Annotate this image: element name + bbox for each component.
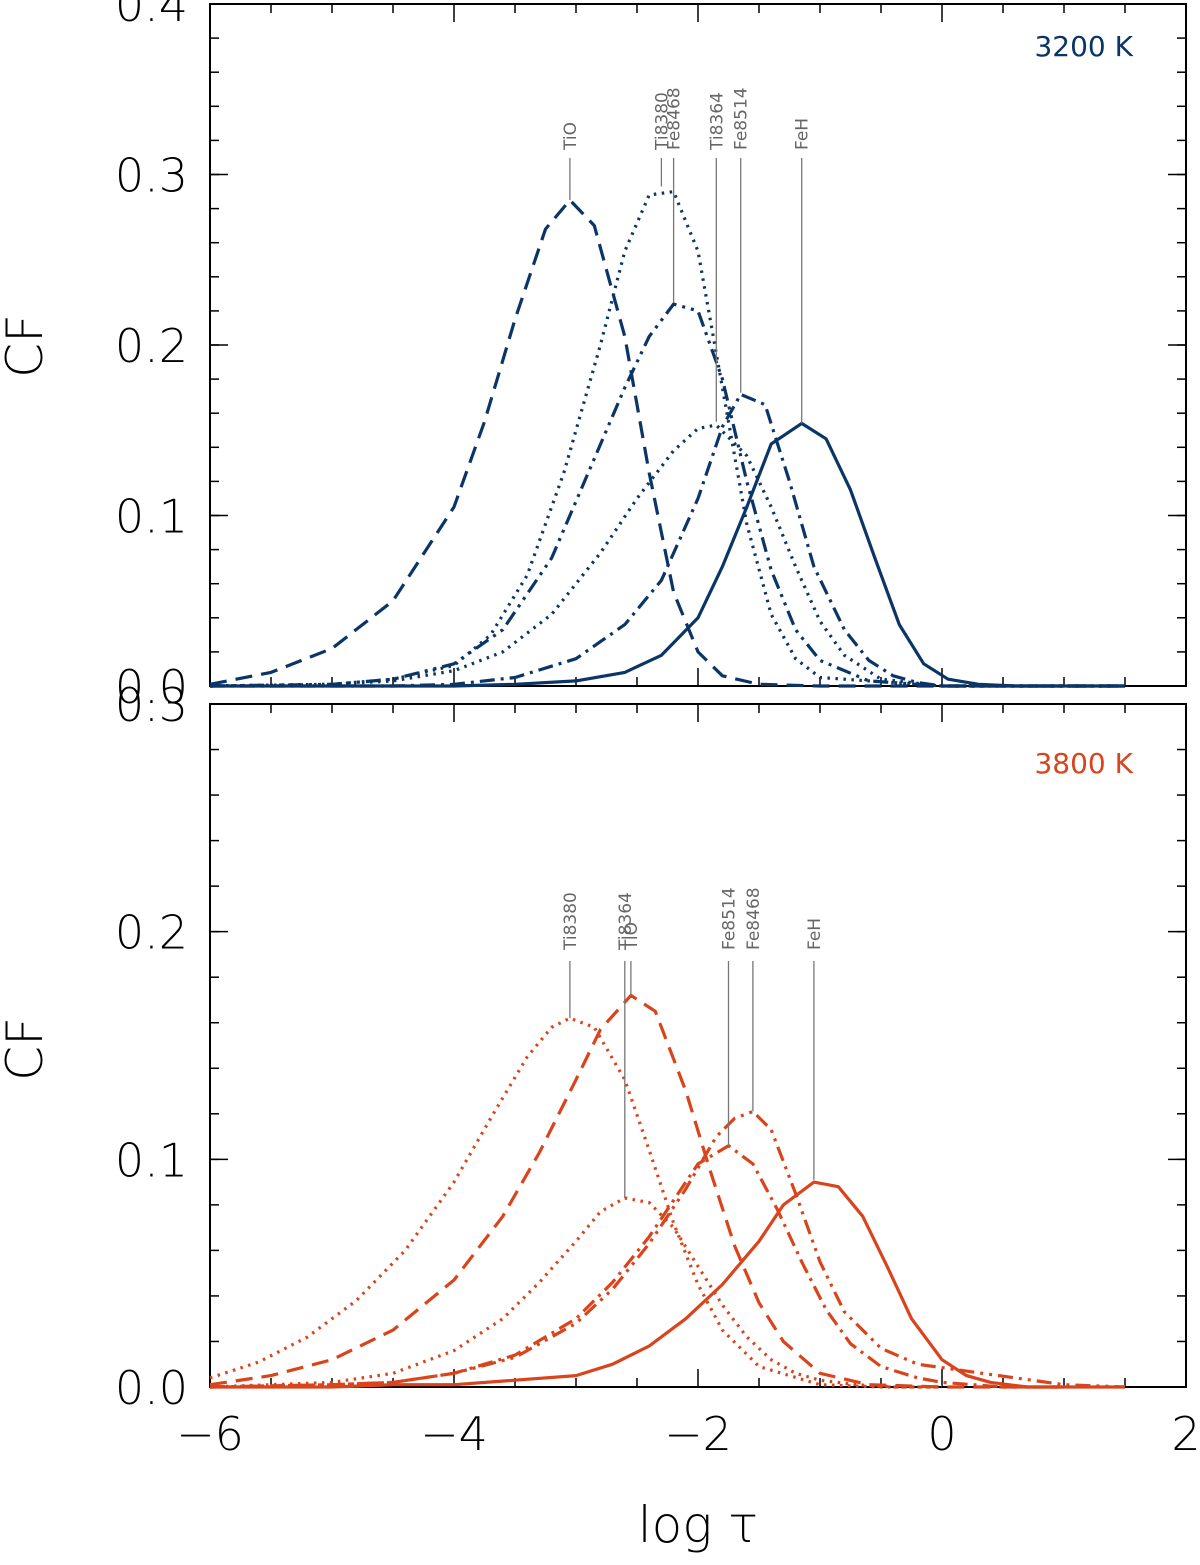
series-line-ti8364 <box>209 423 1125 688</box>
series-line-ti8364 <box>209 1196 942 1389</box>
series-line-tio <box>209 198 1125 688</box>
y-axis-label: CF <box>0 1017 54 1081</box>
y-tick-label: 0.3 <box>115 149 188 203</box>
y-tick-label: 0.1 <box>115 1133 188 1187</box>
x-axis-label: log τ <box>638 1496 758 1554</box>
peak-label-tio: TiO <box>622 922 642 951</box>
y-tick-label: 0.2 <box>115 906 188 960</box>
temperature-annotation: 3200 K <box>1034 30 1133 63</box>
y-tick-label: 0.3 <box>115 678 188 732</box>
plot-frame <box>209 703 1187 1388</box>
peak-label-fe8468: Fe8468 <box>665 87 685 150</box>
peak-label-tio: TiO <box>561 122 581 151</box>
y-tick-label: 0.0 <box>115 1361 188 1415</box>
temperature-annotation: 3800 K <box>1034 747 1133 780</box>
x-tick-label: −2 <box>664 1407 732 1461</box>
y-tick-label: 0.0 <box>115 660 188 714</box>
series-line-fe8468 <box>209 302 1125 688</box>
x-tick-label: 0 <box>927 1407 956 1461</box>
y-tick-label: 0.1 <box>115 490 188 544</box>
peak-label-fe8468: Fe8468 <box>744 887 764 950</box>
peak-label-ti8380: Ti8380 <box>652 92 672 151</box>
series-line-fe8468 <box>209 1109 1126 1389</box>
x-axis: −6 −4 −2 0 2 log τ <box>176 1407 1200 1554</box>
peak-label-ti8380: Ti8380 <box>561 892 581 951</box>
series-line-fe8514 <box>209 1144 1064 1389</box>
series-line-ti8380 <box>209 1016 942 1389</box>
y-tick-label: 0.2 <box>115 319 188 373</box>
y-tick-label: 0.4 <box>115 0 188 32</box>
series-line-feh <box>210 1180 1125 1389</box>
y-axis-label: CF <box>0 314 54 378</box>
series-line-fe8514 <box>210 392 1125 688</box>
peak-label-ti8364: Ti8364 <box>707 92 727 151</box>
x-tick-label: −4 <box>420 1407 488 1461</box>
peak-label-fe8514: Fe8514 <box>720 887 740 950</box>
plot-frame <box>209 3 1187 687</box>
series-line-ti8380 <box>209 190 1125 688</box>
peak-label-feh: FeH <box>805 918 825 950</box>
series-line-tio <box>209 993 1064 1389</box>
x-tick-label: −6 <box>176 1407 244 1461</box>
peak-label-fe8514: Fe8514 <box>732 87 752 150</box>
peak-label-feh: FeH <box>793 118 813 150</box>
x-tick-label: 2 <box>1171 1407 1200 1461</box>
peak-label-ti8364: Ti8364 <box>616 892 636 951</box>
